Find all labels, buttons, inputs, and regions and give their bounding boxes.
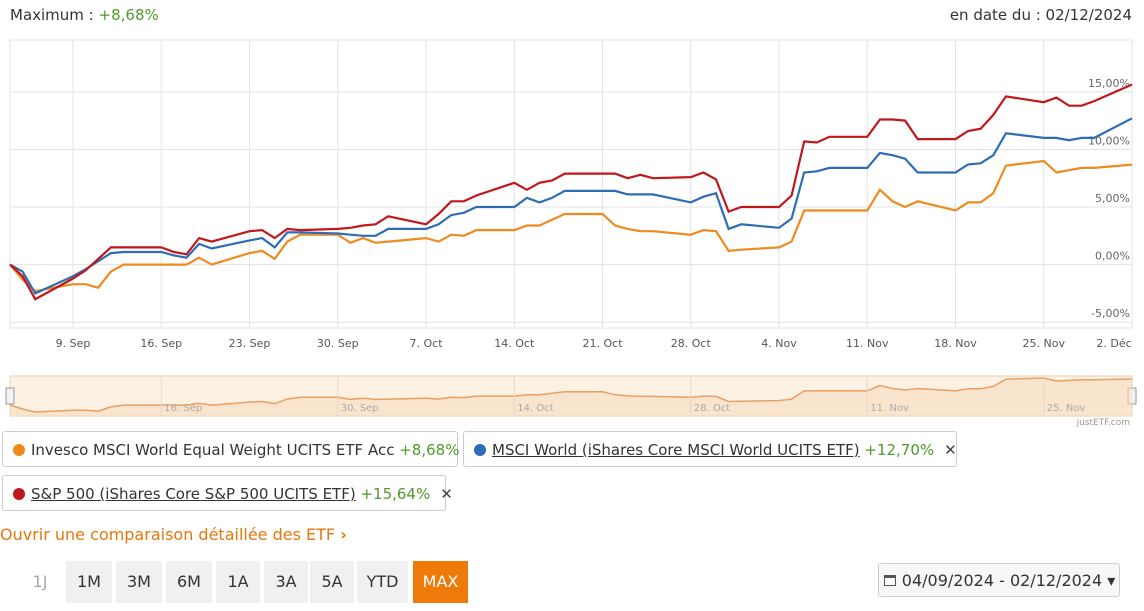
x-tick-label: 11. Nov [846, 337, 889, 350]
navigator-label: 11. Nov [870, 403, 909, 414]
period-button[interactable]: 5A [310, 561, 354, 603]
date-range-picker[interactable]: 04/09/2024 - 02/12/2024 ▾ [878, 563, 1120, 597]
x-tick-label: 25. Nov [1023, 337, 1066, 350]
x-tick-label: 2. Déc [1096, 337, 1131, 350]
navigator-line [9, 377, 1133, 413]
legend-dot [474, 444, 486, 456]
series-line [9, 117, 1133, 295]
legend-item[interactable]: S&P 500 (iShares Core S&P 500 UCITS ETF)… [2, 475, 453, 511]
date-range: 04/09/2024 - 02/12/2024 [901, 571, 1103, 590]
y-tick-label: 10,00% [1088, 134, 1130, 147]
period-button[interactable]: 3M [116, 561, 162, 603]
x-tick-label: 18. Nov [934, 337, 977, 350]
maximum: Maximum : +8,68% [10, 6, 159, 24]
y-tick-label: -5,00% [1091, 307, 1130, 320]
legend-name: Invesco MSCI World Equal Weight UCITS ET… [31, 441, 395, 459]
navigator-label: 16. Sep [164, 403, 202, 414]
plot-area [9, 39, 1133, 329]
period-button[interactable]: 1A [216, 561, 260, 603]
return-label: +15,64% [360, 485, 431, 503]
navigator-label: 25. Nov [1047, 403, 1086, 414]
period-button[interactable]: YTD [357, 561, 408, 603]
return-label: +8,68% [399, 441, 460, 459]
x-tick-label: 7. Oct [410, 337, 444, 350]
period-button[interactable]: 6M [166, 561, 212, 603]
legend-name[interactable]: S&P 500 (iShares Core S&P 500 UCITS ETF) [31, 485, 356, 503]
navigator-label: 28. Oct [694, 403, 730, 414]
compare-link[interactable]: Ouvrir une comparaison détaillée des ETF… [0, 525, 347, 544]
legend-item[interactable]: Invesco MSCI World Equal Weight UCITS ET… [2, 431, 460, 467]
credit: justETF.com [1076, 418, 1130, 428]
x-tick-label: 16. Sep [140, 337, 182, 350]
legend-dot [13, 444, 25, 456]
navigator: 16. Sep 30. Sep 14. Oct 28. Oct 11. Nov 25. N… [5, 375, 1137, 417]
calendar-icon [883, 575, 896, 586]
navigator-label: 14. Oct [517, 403, 553, 414]
compare-link-text[interactable]: Ouvrir une comparaison détaillée des ETF [0, 525, 336, 544]
maximum-label: Maximum : [10, 6, 94, 24]
period-button[interactable]: 1J [20, 561, 60, 603]
x-tick-label: 21. Oct [583, 337, 624, 350]
series-line [9, 159, 1133, 293]
return-label: +12,70% [864, 441, 935, 459]
y-tick-label: 5,00% [1095, 192, 1130, 205]
legend-dot [13, 488, 25, 500]
remove-icon[interactable]: ✕ [944, 441, 957, 459]
navigator-area [10, 378, 1132, 416]
date-label: en date du : 02/12/2024 [949, 6, 1132, 24]
legend-item[interactable]: MSCI World (iShares Core MSCI World UCIT… [463, 431, 957, 467]
period-button[interactable]: MAX [413, 561, 468, 603]
period-button[interactable]: 3A [264, 561, 308, 603]
x-tick-label: 23. Sep [229, 337, 271, 350]
x-tick-label: 28. Oct [671, 337, 712, 350]
x-tick-label: 30. Sep [317, 337, 359, 350]
x-tick-label: 9. Sep [56, 337, 91, 350]
remove-icon[interactable]: ✕ [440, 485, 453, 503]
maximum-value: +8,68% [98, 6, 159, 24]
chart: 16. Sep 30. Sep 14. Oct 28. Oct 11. Nov 25. N… [5, 39, 1137, 428]
x-tick-label: 4. Nov [761, 337, 797, 350]
legend-name[interactable]: MSCI World (iShares Core MSCI World UCIT… [492, 441, 860, 459]
x-tick-label: 14. Oct [494, 337, 535, 350]
y-tick-label: 0,00% [1095, 250, 1130, 263]
period-button[interactable]: 1M [66, 561, 112, 603]
series-line [9, 83, 1133, 301]
navigator-label: 30. Sep [341, 403, 379, 414]
y-tick-label: 15,00% [1088, 77, 1130, 90]
handle[interactable] [5, 387, 15, 405]
